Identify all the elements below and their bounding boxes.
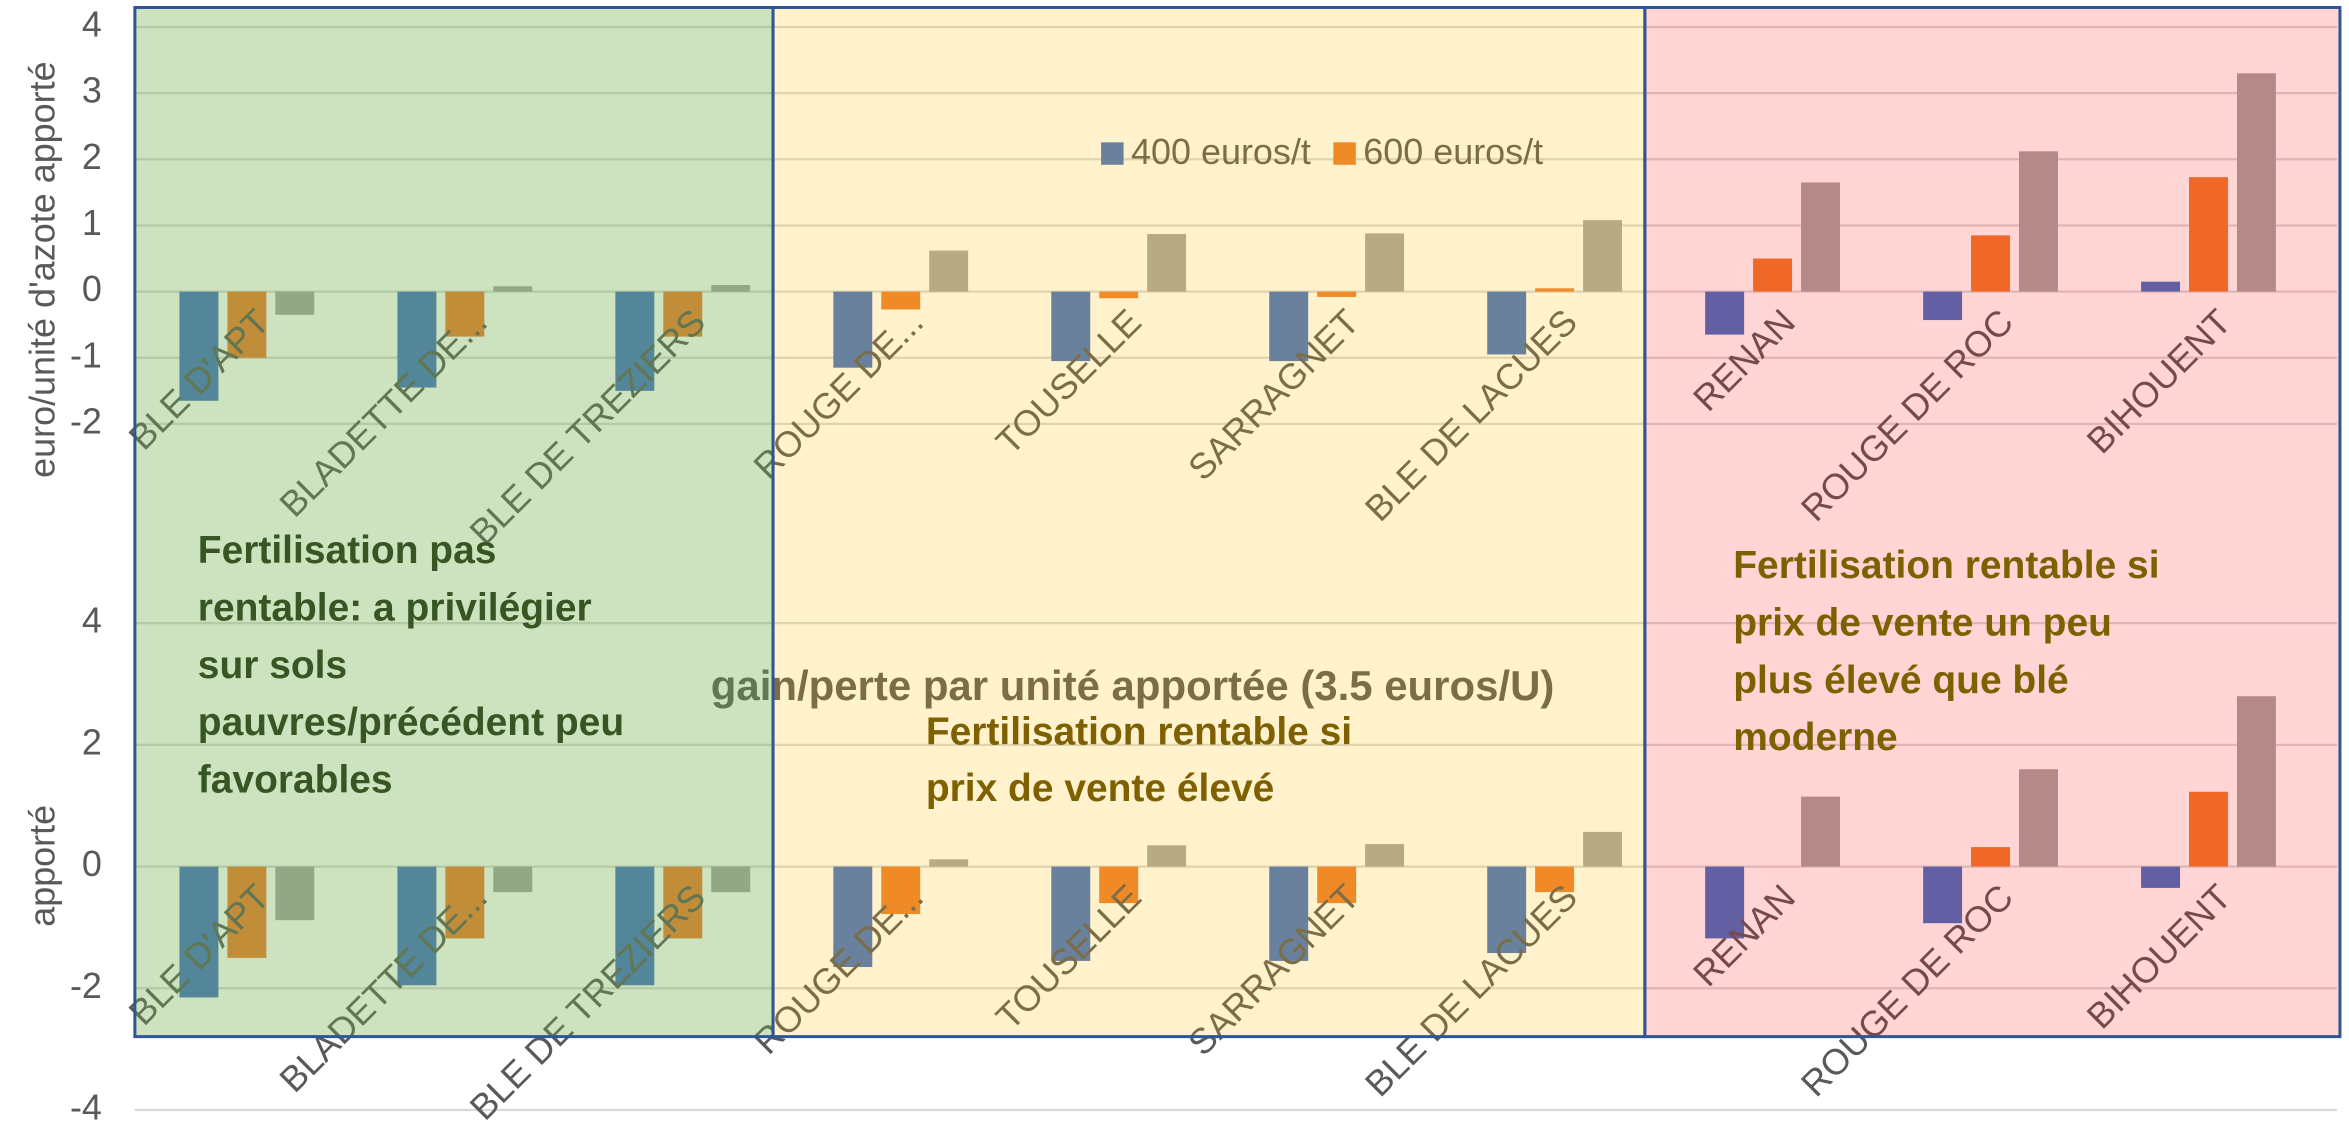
- annotation: rentable: a privilégier: [198, 586, 592, 629]
- bar: [493, 286, 533, 292]
- y-tick-label: -2: [70, 965, 102, 1006]
- bar: [615, 866, 655, 986]
- annotation: sur sols: [198, 644, 347, 687]
- bar: [663, 866, 703, 939]
- bar: [1487, 291, 1527, 355]
- bar: [179, 291, 219, 401]
- bar: [2236, 696, 2276, 867]
- legend-swatch: [1333, 142, 1356, 165]
- y-tick-label: 4: [82, 600, 102, 641]
- legend-swatch: [1101, 142, 1124, 165]
- bar: [2189, 791, 2228, 867]
- bar: [275, 866, 315, 921]
- y-tick-label: -4: [70, 1087, 102, 1125]
- bar: [615, 291, 655, 391]
- bar: [1801, 182, 1840, 292]
- bar: [1801, 796, 1840, 867]
- bar: [1487, 866, 1527, 954]
- annotation: plus élevé que blé: [1733, 659, 2068, 702]
- bar: [1269, 291, 1309, 362]
- bar: [1583, 831, 1623, 867]
- y-tick-label: 3: [82, 70, 102, 111]
- bar: [711, 284, 751, 292]
- bar: [1099, 291, 1139, 299]
- bar: [1753, 258, 1793, 292]
- bar: [397, 866, 437, 986]
- bar: [929, 250, 969, 292]
- bar: [1971, 235, 2011, 292]
- bar: [1583, 220, 1623, 292]
- bar: [881, 866, 921, 915]
- annotation: favorables: [198, 759, 393, 802]
- annotation: Fertilisation rentable si: [926, 710, 1352, 753]
- bar: [1365, 233, 1405, 292]
- bar: [929, 859, 969, 867]
- chart-title: gain/perte par unité apportée (3.5 euros…: [711, 662, 1555, 709]
- y-tick-label: -2: [70, 400, 102, 441]
- legend-label: 600 euros/t: [1363, 131, 1543, 172]
- bar: [445, 291, 485, 337]
- y-tick-label: 1: [82, 202, 102, 243]
- y-tick-label: 4: [82, 3, 102, 44]
- bar: [1535, 866, 1575, 893]
- annotation: pauvres/précédent peu: [198, 701, 624, 744]
- bar: [881, 291, 921, 310]
- y-tick-label: 2: [82, 136, 102, 177]
- bar: [1365, 844, 1405, 867]
- annotation: Fertilisation rentable si: [1733, 544, 2159, 587]
- y-axis-label: euro/unité d'azote apporté: [22, 61, 63, 477]
- bar: [1705, 866, 1745, 939]
- legend-label: 400 euros/t: [1131, 131, 1311, 172]
- annotation: moderne: [1733, 716, 1897, 759]
- bar: [1147, 845, 1187, 867]
- bar: [227, 866, 267, 958]
- bar: [1923, 291, 1963, 321]
- bar: [227, 291, 267, 358]
- bar: [493, 866, 533, 893]
- bar: [663, 291, 703, 337]
- bar: [2236, 73, 2276, 292]
- bar: [1535, 288, 1575, 292]
- region: [1643, 5, 2342, 1039]
- bar: [1317, 291, 1357, 297]
- bar: [1051, 866, 1091, 961]
- y-tick-label: -1: [70, 334, 102, 375]
- bar: [2189, 177, 2228, 292]
- bar: [833, 866, 873, 968]
- bar: [1971, 847, 2011, 867]
- bar: [1269, 866, 1309, 961]
- bar: [833, 291, 873, 368]
- bar: [1317, 866, 1357, 904]
- bar: [1705, 291, 1745, 335]
- bar: [397, 291, 437, 388]
- region: [133, 5, 775, 1039]
- bar: [711, 866, 751, 893]
- bar: [2018, 769, 2058, 867]
- bar: [179, 866, 219, 998]
- bar: [2018, 151, 2058, 292]
- bar: [2141, 281, 2181, 292]
- y-tick-label: 2: [82, 721, 102, 762]
- bar: [1147, 234, 1187, 292]
- annotation: prix de vente un peu: [1733, 601, 2112, 644]
- region: [771, 5, 1647, 1039]
- y-tick-label: 0: [82, 268, 102, 309]
- bar: [445, 866, 485, 939]
- bar: [1099, 866, 1139, 904]
- bar: [1051, 291, 1091, 362]
- bar: [1923, 866, 1963, 924]
- bar: [275, 291, 315, 315]
- y-axis-label: apporté: [22, 805, 63, 927]
- y-tick-label: 0: [82, 843, 102, 884]
- annotation: prix de vente élevé: [926, 767, 1274, 810]
- bar: [2141, 866, 2181, 888]
- annotation: Fertilisation pas: [198, 529, 497, 572]
